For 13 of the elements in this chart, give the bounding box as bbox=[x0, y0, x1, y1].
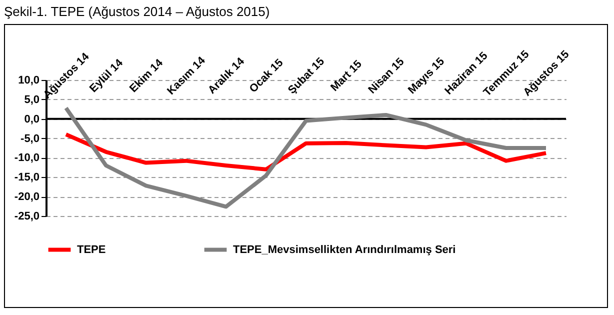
y-tick-label: 5,0 bbox=[24, 94, 40, 106]
line-series bbox=[64, 132, 548, 172]
line-series bbox=[64, 106, 548, 209]
y-tick-label: -20,0 bbox=[14, 191, 40, 204]
legend-label: TEPE_Mevsimsellikten Arındırılmamış Seri bbox=[233, 244, 456, 256]
y-tick-label: -5,0 bbox=[20, 132, 40, 145]
legend-label: TEPE bbox=[77, 244, 106, 256]
y-tick-label: -10,0 bbox=[14, 152, 40, 164]
chart-title: Şekil-1. TEPE (Ağustos 2014 – Ağustos 2015) bbox=[4, 4, 270, 19]
y-tick-label: -15,0 bbox=[14, 172, 40, 184]
y-tick-label: 10,0 bbox=[18, 74, 40, 86]
y-tick-label: -25,0 bbox=[14, 210, 40, 222]
y-tick-label: 0,0 bbox=[24, 113, 40, 126]
